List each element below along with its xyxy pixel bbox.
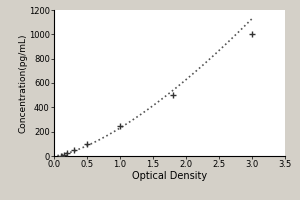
X-axis label: Optical Density: Optical Density [132,171,207,181]
Y-axis label: Concentration(pg/mL): Concentration(pg/mL) [18,33,27,133]
